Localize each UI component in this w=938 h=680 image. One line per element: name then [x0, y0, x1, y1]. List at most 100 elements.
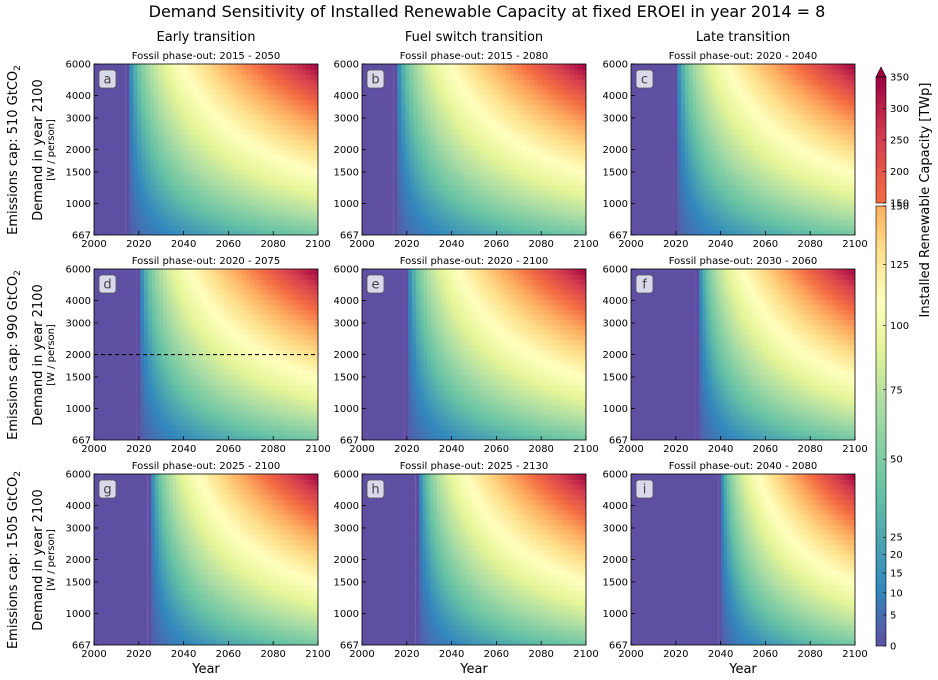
heat-cell — [306, 144, 311, 150]
heat-cell — [258, 124, 263, 130]
heat-cell — [129, 84, 134, 90]
heat-cell — [222, 109, 227, 115]
heat-cell — [825, 89, 829, 95]
heat-cell — [129, 139, 134, 145]
heat-cell — [454, 79, 459, 85]
heat-cell — [510, 109, 515, 115]
heat-cell — [266, 124, 271, 130]
heat-cell — [157, 64, 162, 70]
heat-cell — [238, 104, 243, 110]
heat-cell — [174, 190, 179, 196]
heat-cell — [298, 215, 303, 221]
heat-cell — [738, 109, 742, 115]
heat-cell — [768, 200, 772, 206]
heat-cell — [270, 170, 275, 176]
heat-cell — [810, 89, 814, 95]
heat-cell — [405, 139, 410, 145]
x-tick-label: 2100 — [305, 239, 330, 250]
heat-cell — [742, 155, 746, 161]
heat-cell — [570, 134, 575, 140]
heat-cell — [274, 215, 279, 221]
heat-cell — [798, 99, 802, 105]
heat-cell — [230, 84, 235, 90]
heat-cell — [446, 104, 451, 110]
heat-cell — [149, 84, 154, 90]
heat-cell — [730, 170, 734, 176]
heat-cell — [282, 64, 287, 70]
heat-cell — [174, 69, 179, 75]
heat-cell — [294, 144, 299, 150]
heat-cell — [282, 129, 287, 135]
heat-cell — [218, 144, 223, 150]
heat-cell — [206, 109, 211, 115]
heat-cell — [474, 99, 479, 105]
heat-cell — [186, 155, 191, 161]
heat-cell — [401, 160, 406, 166]
heat-cell — [478, 79, 483, 85]
heat-cell — [446, 119, 451, 125]
heat-cell — [674, 64, 678, 70]
heat-cell — [700, 129, 704, 135]
heat-cell — [821, 175, 825, 181]
heat-cell — [254, 165, 259, 171]
heat-cell — [429, 64, 434, 70]
heat-cell — [696, 225, 700, 231]
heat-cell — [772, 205, 776, 211]
heat-cell — [692, 109, 696, 115]
heat-cell — [242, 94, 247, 100]
heat-cell — [421, 144, 426, 150]
heat-cell — [478, 160, 483, 166]
heat-cell — [190, 210, 195, 216]
heat-cell — [677, 220, 681, 226]
heat-cell — [836, 139, 840, 145]
heat-cell — [757, 225, 761, 231]
heat-cell — [506, 64, 511, 70]
heat-cell — [270, 160, 275, 166]
heat-cell — [242, 109, 247, 115]
heat-cell — [474, 150, 479, 156]
heat-cell — [795, 69, 799, 75]
heat-cell — [566, 210, 571, 216]
heat-cell — [558, 104, 563, 110]
heat-cell — [757, 114, 761, 120]
heat-cell — [482, 155, 487, 161]
heat-cell — [478, 165, 483, 171]
heat-cell — [546, 225, 551, 231]
heat-cell — [700, 165, 704, 171]
heat-cell — [145, 200, 150, 206]
heat-cell — [715, 64, 719, 70]
heat-cell — [745, 114, 749, 120]
heat-cell — [218, 165, 223, 171]
heat-cell — [526, 170, 531, 176]
heat-cell — [753, 74, 757, 80]
heat-cell — [182, 84, 187, 90]
heat-cell — [821, 109, 825, 115]
heat-cell — [486, 185, 491, 191]
heat-cell — [250, 114, 255, 120]
heat-cell — [558, 195, 563, 201]
heat-cell — [137, 74, 142, 80]
heat-cell — [791, 160, 795, 166]
heat-cell — [730, 165, 734, 171]
heat-cell — [715, 180, 719, 186]
heat-cell — [562, 79, 567, 85]
heat-cell — [494, 104, 499, 110]
heat-cell — [234, 139, 239, 145]
heat-cell — [558, 99, 563, 105]
heat-cell — [530, 205, 535, 211]
heat-cell — [813, 69, 817, 75]
heat-cell — [522, 124, 527, 130]
heat-cell — [542, 175, 547, 181]
heat-cell — [254, 155, 259, 161]
heat-cell — [550, 74, 555, 80]
heat-cell — [470, 170, 475, 176]
heat-cell — [685, 94, 689, 100]
heat-cell — [745, 170, 749, 176]
heat-cell — [421, 114, 426, 120]
heat-cell — [542, 144, 547, 150]
heat-cell — [700, 225, 704, 231]
heat-cell — [768, 190, 772, 196]
heat-cell — [490, 64, 495, 70]
heat-cell — [474, 139, 479, 145]
heat-cell — [806, 160, 810, 166]
